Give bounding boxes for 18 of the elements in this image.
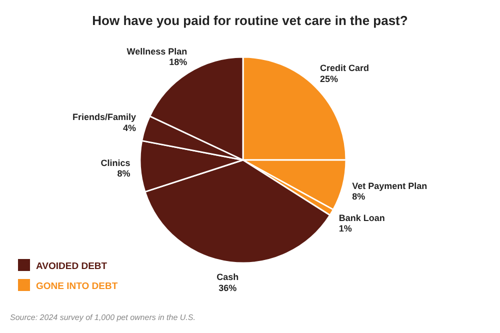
data-label: 4% <box>123 122 136 133</box>
text: AVOIDED DEBT <box>36 261 108 272</box>
slice-label: Friends/Family <box>72 112 136 122</box>
data-label: 18% <box>169 57 188 68</box>
slice-label: Credit Card <box>320 63 369 74</box>
chart-title: How have you paid for routine vet care in the past? <box>92 13 408 28</box>
data-label: 8% <box>352 192 366 202</box>
data-label: 1% <box>338 224 352 234</box>
slice-label: Clinics <box>100 158 130 168</box>
slice-label: Bank Loan <box>338 212 385 223</box>
text: GONE INTO DEBT <box>36 281 118 292</box>
data-label: 36% <box>218 283 237 294</box>
data-label: 25% <box>320 74 338 84</box>
data-label: 8% <box>117 168 130 179</box>
slice-label: Wellness Plan <box>126 46 188 56</box>
slice-label: Cash <box>216 272 239 282</box>
source-note: Source: 2024 survey of 1,000 pet owners in the U.S. <box>10 313 196 322</box>
slice-label: Vet Payment Plan <box>352 180 428 191</box>
